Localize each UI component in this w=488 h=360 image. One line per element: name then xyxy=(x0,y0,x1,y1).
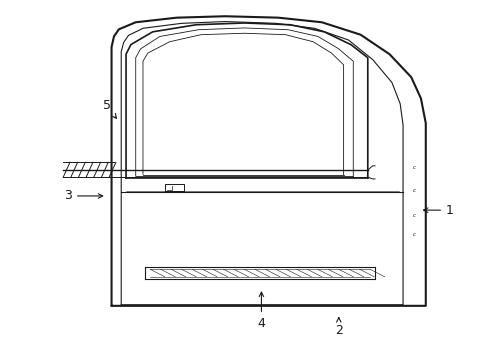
Text: 4: 4 xyxy=(257,292,265,330)
Text: 2: 2 xyxy=(334,318,342,337)
Text: c: c xyxy=(412,165,415,170)
Text: c: c xyxy=(412,233,415,238)
Text: 1: 1 xyxy=(423,204,453,217)
Text: c: c xyxy=(412,188,415,193)
Text: 3: 3 xyxy=(64,189,102,202)
Text: 5: 5 xyxy=(102,99,116,118)
Text: c: c xyxy=(412,213,415,218)
